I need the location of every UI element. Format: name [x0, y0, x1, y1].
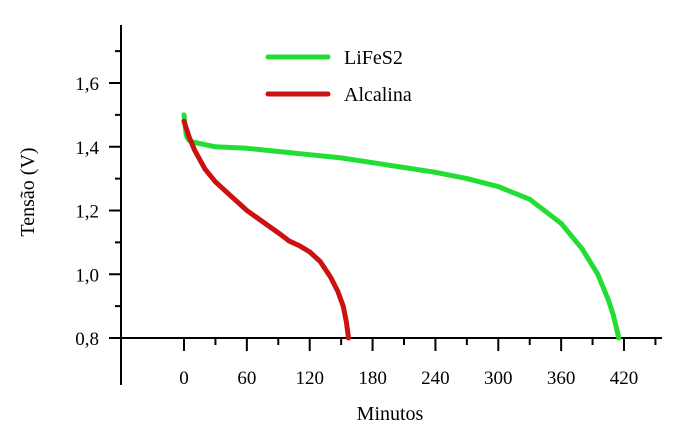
y-tick-label: 1,0	[75, 265, 99, 286]
series-line-lifes2	[181, 112, 622, 341]
series-line-alcalina	[181, 118, 351, 341]
x-tick-label: 360	[547, 368, 576, 389]
axes	[120, 25, 662, 385]
x-tick-label: 420	[610, 368, 639, 389]
y-tick-label: 0,8	[75, 329, 99, 350]
ticks: 0,8 1,0 1,2 1,4 1,6 0 60 120 180 240 300 360 420	[75, 50, 657, 389]
y-tick-label: 1,6	[75, 74, 99, 95]
x-tick-label: 60	[237, 368, 256, 389]
series	[181, 112, 622, 341]
legend-label-lifes2: LiFeS2	[344, 47, 403, 69]
x-tick-label: 0	[179, 368, 189, 389]
y-tick-label: 1,4	[75, 138, 99, 159]
legend: LiFeS2 Alcalina	[265, 47, 412, 106]
x-tick-label: 300	[484, 368, 513, 389]
y-axis-title: Tensão (V)	[17, 147, 39, 236]
legend-label-alcalina: Alcalina	[344, 84, 412, 106]
x-tick-label: 180	[358, 368, 387, 389]
x-tick-label: 240	[421, 368, 450, 389]
x-tick-label: 120	[295, 368, 324, 389]
y-tick-label: 1,2	[75, 202, 99, 223]
x-axis-title: Minutos	[357, 403, 424, 425]
